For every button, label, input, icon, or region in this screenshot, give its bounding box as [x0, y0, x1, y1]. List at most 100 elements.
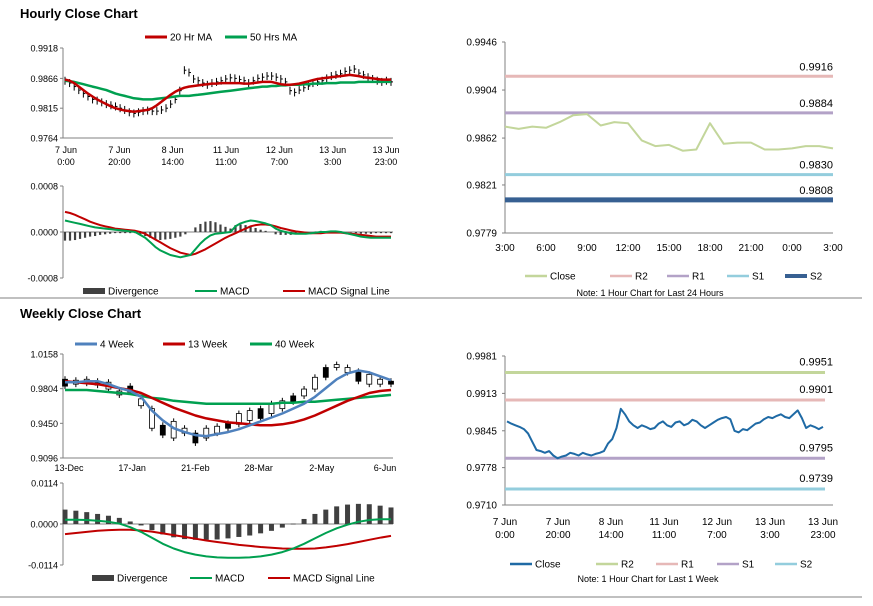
- y-tick-label: 0.9778: [466, 463, 497, 474]
- x-tick-label: 11 Jun: [213, 145, 239, 155]
- divergence-bar: [138, 524, 144, 526]
- y-tick-label: 0.9918: [30, 44, 58, 54]
- y-tick-label: 0.9913: [466, 389, 497, 400]
- x-tick-label: 13 Jun: [319, 145, 346, 155]
- y-tick-label: 0.0000: [30, 228, 58, 238]
- x-tick-label: 3:00: [823, 243, 843, 254]
- candle-body: [225, 422, 231, 429]
- x-tick-label: 23:00: [375, 157, 398, 167]
- divergence-bar: [366, 504, 372, 524]
- divergence-bar: [377, 505, 383, 524]
- legend-s1-label: S1: [752, 272, 765, 283]
- candle-body: [333, 364, 340, 368]
- level-r1-label: 0.9901: [799, 384, 833, 396]
- level-s1-label: 0.9830: [799, 160, 833, 172]
- y-tick-label: -0.0008: [27, 274, 58, 284]
- x-tick-label: 8 Jun: [599, 517, 623, 528]
- divergence-bar: [236, 524, 242, 537]
- x-tick-label: 3:00: [760, 530, 780, 541]
- legend-4week-label: 4 Week: [100, 340, 135, 351]
- legend-s1-label: S1: [742, 560, 755, 571]
- x-tick-label: 18:00: [697, 243, 722, 254]
- divergence-bar: [203, 524, 209, 540]
- legend-r2-label: R2: [621, 560, 634, 571]
- ma20-line: [64, 73, 391, 113]
- y-tick-label: 0.9710: [466, 501, 497, 512]
- divergence-bar: [225, 524, 231, 539]
- x-tick-label: 21:00: [738, 243, 763, 254]
- divergence-bar: [84, 512, 90, 524]
- level-s1-label: 0.9795: [799, 442, 833, 454]
- y-tick-label: -0.0114: [28, 561, 58, 571]
- x-tick-label: 8 Jun: [162, 145, 184, 155]
- legend-r1-label: R1: [692, 272, 705, 283]
- w4-line: [65, 369, 392, 438]
- candle-body: [301, 388, 307, 397]
- x-tick-label: 15:00: [656, 243, 681, 254]
- divergence-bar: [182, 524, 188, 540]
- x-tick-label: 6:00: [536, 243, 556, 254]
- divergence-bar: [290, 523, 296, 525]
- legend-close-label: Close: [550, 272, 576, 283]
- y-tick-label: 0.9946: [466, 38, 497, 49]
- x-tick-label: 20:00: [545, 530, 570, 541]
- chart-note: Note: 1 Hour Chart for Last 24 Hours: [576, 288, 724, 298]
- macd-signal-line: [64, 210, 391, 256]
- candle-body: [192, 432, 199, 444]
- divergence-bar: [279, 524, 285, 528]
- candle-body: [366, 373, 373, 385]
- x-tick-label: 13 Jun: [755, 517, 785, 528]
- x-tick-label: 2-May: [309, 463, 335, 473]
- divergence-bar: [334, 506, 340, 524]
- candle-body: [159, 424, 166, 436]
- weekly-pivot-chart: 0.9981 0.9913 0.9845 0.9778 0.9710 0.9951 0.99…: [466, 352, 838, 585]
- x-tick-label: 6-Jun: [374, 463, 397, 473]
- x-tick-label: 7 Jun: [493, 517, 517, 528]
- x-tick-label: 13-Dec: [54, 463, 84, 473]
- divergence-bar: [127, 521, 133, 524]
- candle-body: [246, 410, 253, 421]
- divergence-bar: [247, 524, 253, 536]
- level-r1-label: 0.9884: [799, 98, 833, 110]
- divergence-bar: [116, 517, 122, 524]
- divergence-bar: [73, 510, 79, 524]
- candle-body: [377, 378, 384, 385]
- divergence-bar: [105, 515, 111, 524]
- macd-signal-line: [64, 528, 392, 550]
- divergence-bar: [323, 509, 329, 524]
- level-r2-label: 0.9951: [799, 356, 833, 368]
- divergence-bar: [355, 503, 361, 524]
- candle-body: [203, 427, 210, 439]
- y-tick-label: 0.9096: [30, 454, 58, 464]
- x-tick-label: 7 Jun: [55, 145, 77, 155]
- candle-body: [322, 367, 329, 378]
- chart-note: Note: 1 Hour Chart for Last 1 Week: [578, 574, 719, 584]
- legend-r2-label: R2: [635, 272, 648, 283]
- x-tick-label: 12:00: [615, 243, 640, 254]
- legend-ma20-label: 20 Hr MA: [170, 33, 213, 44]
- x-tick-label: 9:00: [577, 243, 597, 254]
- legend-s2-label: S2: [800, 560, 813, 571]
- hourly-section-title: Hourly Close Chart: [20, 6, 138, 21]
- close-line: [504, 113, 834, 152]
- y-tick-label: 0.9815: [30, 104, 58, 114]
- y-tick-label: 0.9866: [30, 74, 58, 84]
- x-tick-label: 0:00: [57, 157, 75, 167]
- divergence-bar: [95, 513, 101, 524]
- legend-s2-label: S2: [810, 272, 823, 283]
- divergence-bar: [192, 524, 198, 540]
- y-tick-label: 0.0000: [30, 520, 58, 530]
- y-tick-label: 0.9764: [30, 134, 58, 144]
- candle-body: [312, 376, 318, 390]
- legend-divergence-label: Divergence: [117, 574, 168, 585]
- x-tick-label: 14:00: [598, 530, 623, 541]
- x-tick-label: 11 Jun: [649, 517, 678, 528]
- x-tick-label: 12 Jun: [266, 145, 293, 155]
- x-tick-label: 11:00: [652, 530, 677, 541]
- divergence-bar: [258, 524, 264, 534]
- x-tick-label: 13 Jun: [372, 145, 399, 155]
- legend-signal-label: MACD Signal Line: [308, 287, 390, 298]
